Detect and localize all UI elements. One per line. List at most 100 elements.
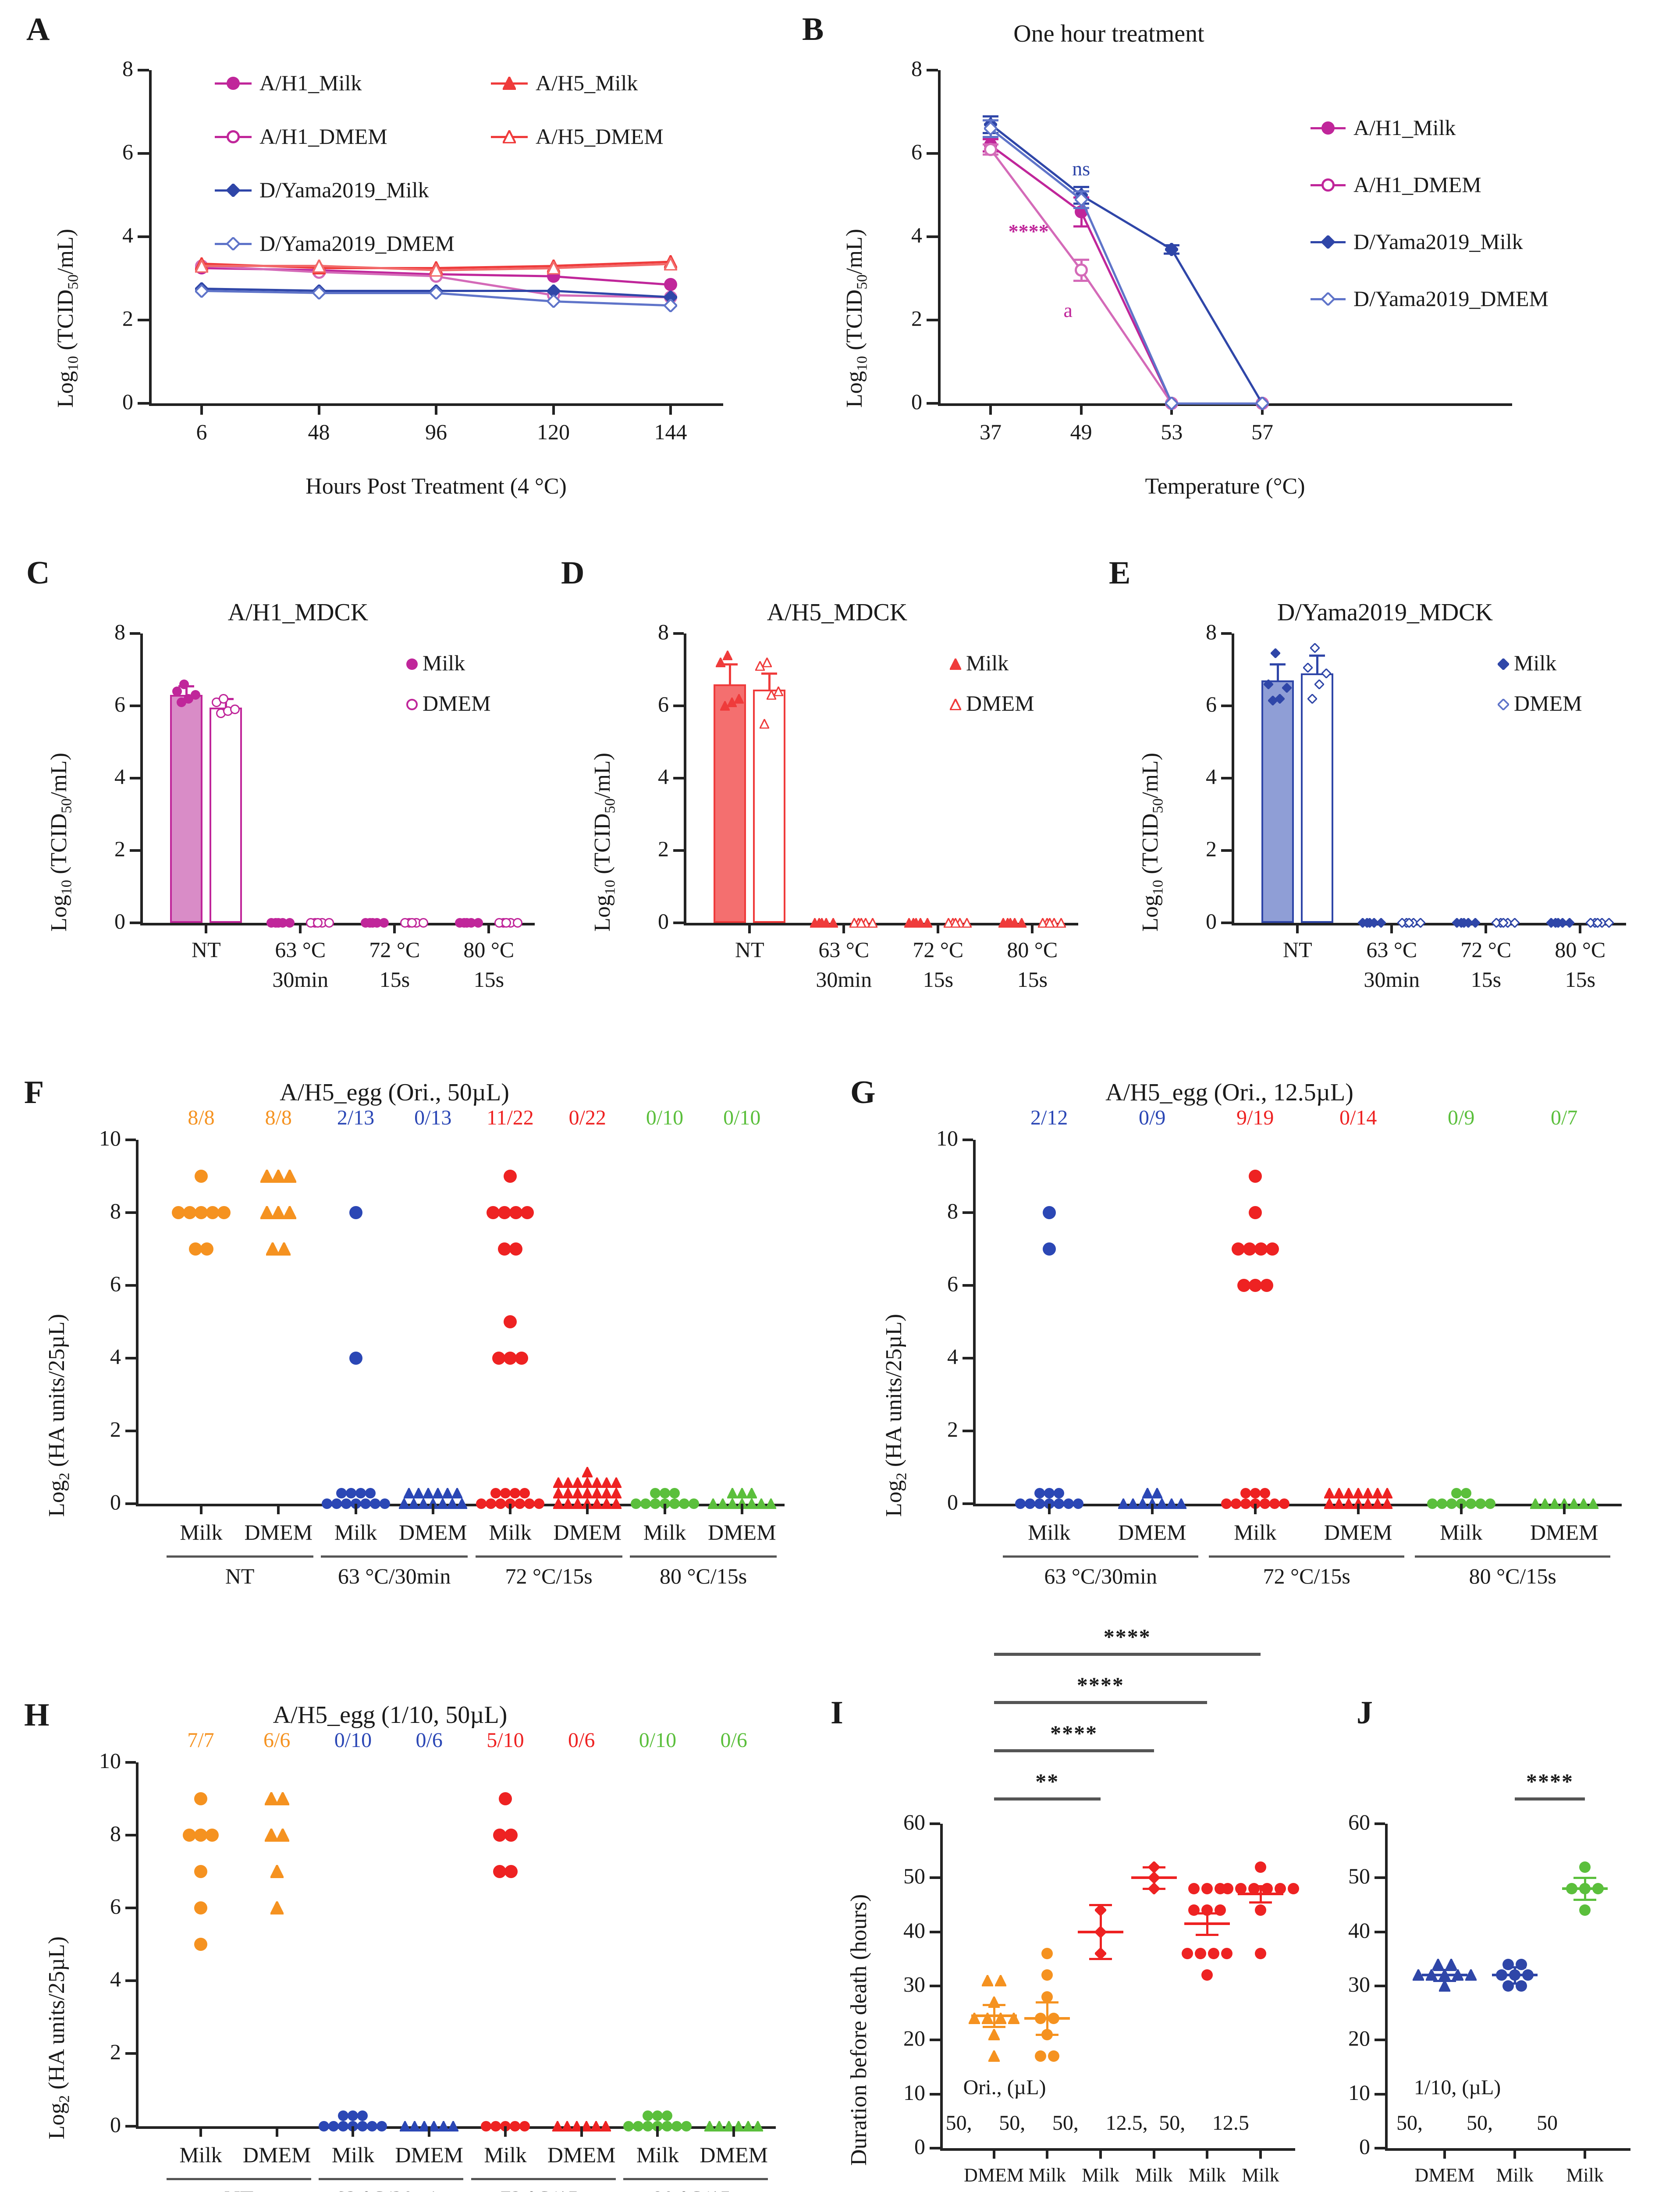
data-point <box>659 1488 670 1498</box>
series-line <box>202 265 319 267</box>
x-tick <box>732 2126 735 2137</box>
data-point <box>403 1488 414 1498</box>
data-point <box>601 1477 612 1488</box>
bar <box>1261 680 1294 923</box>
data-point <box>509 1242 523 1256</box>
y-tick <box>927 69 938 71</box>
media-label: Milk <box>484 2142 527 2167</box>
annotation-ns: ns <box>1072 157 1090 180</box>
x-tick <box>1485 923 1488 933</box>
fraction-label: 0/10 <box>723 1106 761 1129</box>
y-tick-label: 6 <box>658 692 669 716</box>
data-point <box>1201 1883 1213 1894</box>
error-cap <box>983 115 998 117</box>
y-tick-label: 8 <box>122 56 133 81</box>
data-point <box>1201 1969 1213 1981</box>
data-point <box>504 1170 517 1183</box>
data-point <box>367 2121 378 2132</box>
y-tick-label: 8 <box>110 1199 121 1223</box>
fraction-label: 0/6 <box>568 1729 595 1752</box>
data-point <box>473 918 483 928</box>
data-point <box>285 918 295 928</box>
significance-stars: ** <box>1035 1769 1059 1793</box>
data-point <box>1324 1488 1335 1498</box>
data-point <box>1261 1883 1273 1894</box>
data-point <box>1372 1488 1383 1498</box>
group-label: NT <box>225 1564 255 1588</box>
data-point <box>714 2121 725 2132</box>
y-axis <box>136 1762 139 2126</box>
data-point <box>521 1206 534 1219</box>
panel-g-plot: 0 2 4 6 8 10 2/12 0/9 9/19 0/14 0/9 0/7 Milk DMEM Milk… <box>936 1106 1622 1588</box>
legend-label: DMEM <box>966 691 1034 715</box>
data-point <box>582 1488 593 1498</box>
fraction-label: 0/9 <box>1448 1106 1475 1129</box>
fraction-label: 8/8 <box>265 1106 292 1129</box>
error-bar <box>1316 655 1319 673</box>
data-point <box>451 1488 462 1498</box>
legend-label: Milk <box>423 651 465 675</box>
y-tick-label: 10 <box>99 1748 121 1773</box>
dose-header: 1/10, (µL) <box>1414 2076 1501 2099</box>
data-point <box>490 2121 501 2132</box>
y-tick-label: 10 <box>1348 2080 1370 2105</box>
data-point <box>552 2121 563 2132</box>
y-tick-label: 6 <box>110 1271 121 1296</box>
y-tick-label: 6 <box>1206 692 1217 716</box>
data-point <box>1235 1883 1247 1894</box>
error-cap <box>1433 1979 1456 1982</box>
media-label: DMEM <box>1118 1520 1186 1544</box>
data-point <box>1074 192 1088 206</box>
data-point <box>266 1242 280 1256</box>
data-point <box>1073 1498 1083 1509</box>
significance-bracket <box>994 1653 1261 1656</box>
significance-bracket <box>994 1749 1154 1752</box>
data-point <box>727 1498 738 1509</box>
data-point <box>592 1498 603 1509</box>
y-tick <box>130 777 140 779</box>
data-point <box>272 1170 285 1183</box>
data-point <box>365 1488 376 1498</box>
legend-label: DMEM <box>1514 691 1582 715</box>
data-point <box>1459 918 1469 928</box>
x-tick <box>1152 2148 1155 2159</box>
error-cap <box>1142 1888 1165 1890</box>
significance-stars: **** <box>1526 1769 1573 1793</box>
fraction-label: 0/14 <box>1339 1106 1377 1129</box>
x-tick <box>1031 923 1034 933</box>
data-point <box>349 1206 362 1219</box>
data-point <box>1042 1242 1056 1256</box>
y-tick-label: 6 <box>911 139 922 164</box>
panel-e-title: D/Yama2019_MDCK <box>1277 599 1493 626</box>
data-point <box>563 1477 574 1488</box>
data-point <box>1303 663 1313 673</box>
data-point <box>1240 1488 1251 1498</box>
data-point <box>995 1975 1006 1986</box>
y-tick-label: 30 <box>1348 1972 1370 1996</box>
x-tick <box>200 1504 203 1514</box>
panel-a-xlabel: Hours Post Treatment (4 °C) <box>305 474 567 499</box>
bar <box>1301 673 1334 923</box>
data-point <box>264 1829 278 1842</box>
data-point <box>195 1206 208 1219</box>
y-tick <box>138 152 149 155</box>
x-axis <box>940 2148 1295 2151</box>
data-point <box>456 1498 467 1509</box>
data-point <box>513 918 523 928</box>
panel-d-title: A/H5_MDCK <box>767 599 908 626</box>
y-tick <box>125 1139 136 1141</box>
data-point <box>623 2121 634 2132</box>
fraction-label: 0/6 <box>720 1729 747 1752</box>
y-tick <box>963 1430 973 1432</box>
error-cap <box>982 2004 1005 2007</box>
legend-label: A/H1_Milk <box>259 71 362 95</box>
y-tick <box>927 152 938 155</box>
data-point <box>487 1206 500 1219</box>
y-tick-label: 10 <box>936 1126 958 1150</box>
data-point <box>1282 683 1292 693</box>
y-axis <box>140 633 143 923</box>
error-bar <box>729 664 732 684</box>
data-point <box>338 2121 349 2132</box>
data-point <box>1553 918 1563 928</box>
data-point <box>1333 1488 1344 1498</box>
